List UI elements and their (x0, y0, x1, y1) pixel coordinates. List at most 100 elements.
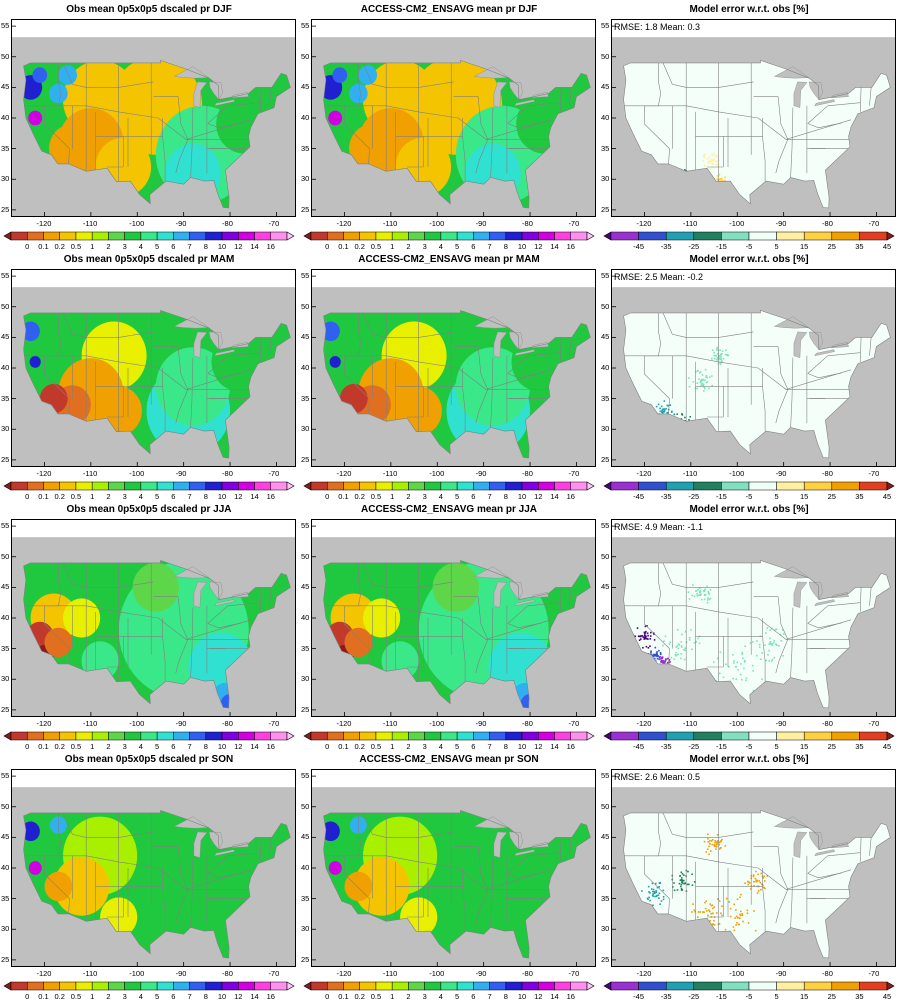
colorbar-swatch (721, 732, 749, 740)
error-speckle (660, 652, 662, 654)
error-speckle (697, 916, 699, 918)
colorbar-swatch (859, 232, 887, 240)
lat-tick-label: 30 (1, 674, 9, 683)
precip-region (49, 84, 68, 104)
lat-tick-label: 45 (601, 832, 609, 841)
colorbar-swatch (76, 982, 92, 990)
error-speckle (725, 929, 727, 931)
colorbar-swatch (694, 732, 722, 740)
colorbar-swatch (125, 982, 141, 990)
error-speckle (716, 357, 718, 359)
error-speckle (693, 381, 695, 383)
error-speckle (677, 645, 679, 647)
error-speckle (739, 917, 741, 919)
lat-tick-label: 45 (601, 332, 609, 341)
error-speckle (693, 910, 695, 912)
lat-tick-label: 50 (601, 802, 609, 811)
error-speckle (733, 662, 735, 664)
colorbar-label: -25 (688, 992, 699, 1000)
error-speckle (691, 595, 693, 597)
error-speckle (682, 873, 684, 875)
error-speckle (673, 658, 675, 660)
lat-tick-label: 25 (301, 955, 309, 964)
colorbar-swatch (555, 232, 571, 240)
colorbar-label: 10 (218, 992, 226, 1000)
error-speckle (681, 877, 683, 879)
colorbar-max-arrow (287, 982, 294, 990)
error-speckle (689, 386, 691, 388)
error-speckle (712, 923, 714, 925)
error-speckle (703, 385, 705, 387)
no-data-band (312, 20, 595, 37)
colorbar-swatch (27, 732, 43, 740)
error-speckle (720, 357, 722, 359)
precip-region (30, 356, 41, 368)
error-speckle (740, 915, 742, 917)
lat-tick-label: 45 (301, 832, 309, 841)
map-plot (12, 520, 295, 716)
error-speckle (720, 363, 722, 365)
error-speckle (756, 640, 758, 642)
error-speckle (673, 882, 675, 884)
panel-title: ACCESS-CM2_ENSAVG mean pr SON (300, 754, 598, 765)
error-speckle (717, 175, 719, 177)
colorbar-swatch (376, 482, 392, 490)
error-speckle (759, 644, 761, 646)
colorbar-swatch (473, 732, 489, 740)
error-speckle (682, 882, 684, 884)
colorbar-max-arrow (887, 732, 894, 740)
error-speckle (659, 659, 661, 661)
colorbar-swatch (408, 232, 424, 240)
lat-tick-label: 50 (301, 552, 309, 561)
lat-tick-label: 35 (1, 144, 9, 153)
colorbar-min-arrow (4, 732, 11, 740)
colorbar-label: 15 (800, 992, 808, 1000)
error-speckle (683, 874, 685, 876)
panel-title: Model error w.r.t. obs [%] (600, 254, 898, 265)
error-speckle (700, 594, 702, 596)
error-speckle (705, 908, 707, 910)
colorbar-swatch (360, 982, 376, 990)
error-speckle (716, 912, 718, 914)
lat-tick-label: 45 (1, 332, 9, 341)
precip-colorbar: 0 0.1 0.2 0.5 1 2 3 4 5 6 7 8 10 12 14 16 (304, 982, 594, 1000)
colorbar-swatch (60, 232, 76, 240)
colorbar-swatch (473, 482, 489, 490)
colorbar-swatch (343, 732, 359, 740)
lon-tick-label: -100 (129, 219, 144, 228)
error-speckle (721, 179, 723, 181)
colorbar-swatch (721, 232, 749, 240)
lon-tick-label: -100 (429, 969, 444, 978)
error-speckle (756, 880, 758, 882)
lat-tick-label: 25 (301, 205, 309, 214)
error-speckle (680, 653, 682, 655)
colorbar-swatch (327, 482, 343, 490)
error-speckle (723, 677, 725, 679)
error-speckle (769, 638, 771, 640)
error-speckle (722, 350, 724, 352)
error-speckle (676, 413, 678, 415)
lat-tick-label: 35 (601, 394, 609, 403)
error-speckle (737, 669, 739, 671)
lon-tick-label: -120 (636, 219, 651, 228)
lat-tick-label: 55 (301, 271, 309, 280)
error-speckle (760, 882, 762, 884)
error-speckle (675, 654, 677, 656)
error-speckle (707, 915, 709, 917)
colorbar-max-arrow (287, 732, 294, 740)
lat-tick-label: 55 (301, 21, 309, 30)
colorbar-swatch (360, 482, 376, 490)
error-speckle (764, 880, 766, 882)
error-speckle (755, 930, 757, 932)
lon-tick-label: -100 (729, 219, 744, 228)
colorbar-swatch (666, 482, 694, 490)
colorbar-swatch (522, 982, 538, 990)
error-speckle (650, 632, 652, 634)
lat-tick-label: 50 (301, 52, 309, 61)
lat-tick-label: 50 (601, 302, 609, 311)
panel-jja-obs: Obs mean 0p5x0p5 dscaled pr JJA 25 30 35 40 4… (0, 500, 298, 750)
colorbar-swatch (108, 232, 124, 240)
lat-tick-label: 55 (1, 771, 9, 780)
map-frame (11, 19, 296, 217)
error-speckle (709, 843, 711, 845)
